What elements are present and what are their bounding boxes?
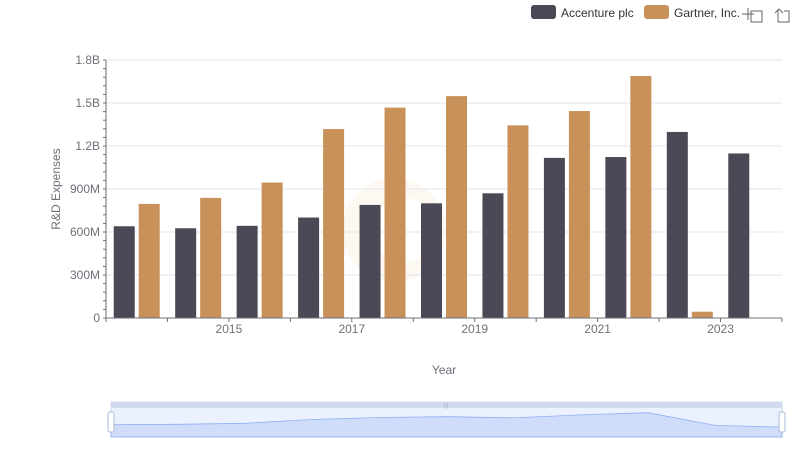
- axes: 0 300M 600M 900M 1.2B 1.5B 1.8B 2015 2017 2019 202…: [70, 53, 783, 336]
- bar-accenture-2022[interactable]: [605, 157, 627, 318]
- restore-icon[interactable]: [774, 8, 790, 23]
- legend: Accenture plc Gartner, Inc.: [531, 5, 740, 20]
- data-zoom-grip-icon: |||: [444, 403, 449, 409]
- bars: [113, 76, 750, 319]
- bar-accenture-2023[interactable]: [666, 131, 688, 318]
- legend-item-accenture[interactable]: Accenture plc: [531, 5, 634, 20]
- bar-gartner-2015[interactable]: [200, 197, 222, 318]
- zoom-icon[interactable]: [742, 8, 763, 23]
- bar-gartner-2017[interactable]: [323, 129, 345, 318]
- legend-swatch: [644, 5, 669, 19]
- bar-gartner-2019[interactable]: [446, 96, 467, 319]
- bar-accenture-2018[interactable]: [359, 204, 381, 318]
- bar-accenture-2016[interactable]: [236, 225, 258, 318]
- bar-gartner-2018[interactable]: [384, 107, 406, 318]
- x-tick-label: 2017: [338, 322, 365, 336]
- legend-label: Accenture plc: [561, 6, 634, 20]
- legend-item-gartner[interactable]: Gartner, Inc.: [644, 5, 740, 20]
- data-zoom-top-bar[interactable]: [111, 402, 782, 408]
- y-tick-label: 300M: [70, 268, 100, 282]
- bar-gartner-2020[interactable]: [507, 125, 529, 318]
- data-zoom-handle-left[interactable]: [107, 411, 115, 433]
- data-zoom-preview-area: [110, 412, 783, 438]
- y-tick-label: 900M: [70, 182, 100, 196]
- bar-gartner-2014[interactable]: [138, 203, 160, 318]
- y-tick-label: 1.2B: [75, 139, 100, 153]
- data-zoom-handle-right[interactable]: [778, 411, 786, 433]
- x-tick-label: 2023: [707, 322, 734, 336]
- y-tick-label: 1.5B: [75, 96, 100, 110]
- bar-gartner-2021[interactable]: [568, 111, 590, 318]
- y-tick-label: 600M: [70, 225, 100, 239]
- legend-swatch: [531, 5, 556, 19]
- bar-accenture-2017[interactable]: [298, 217, 320, 318]
- bar-accenture-2015[interactable]: [175, 228, 197, 318]
- bar-gartner-2023[interactable]: [691, 311, 713, 318]
- bar-accenture-2019[interactable]: [421, 203, 442, 318]
- y-tick-label: 0: [93, 311, 100, 325]
- data-zoom-selected-range: [111, 408, 782, 437]
- x-axis-title: Year: [432, 363, 456, 377]
- bar-accenture-2021[interactable]: [543, 157, 565, 318]
- x-tick-label: 2021: [584, 322, 611, 336]
- legend-label: Gartner, Inc.: [674, 6, 740, 20]
- bar-accenture-2014[interactable]: [113, 226, 135, 318]
- y-axis-title: R&D Expenses: [49, 148, 63, 229]
- bar-gartner-2022[interactable]: [630, 76, 652, 318]
- x-tick-label: 2015: [216, 322, 243, 336]
- x-tick-label: 2019: [461, 322, 488, 336]
- bar-accenture-2020[interactable]: [482, 193, 504, 318]
- bar-accenture-2024[interactable]: [728, 153, 750, 318]
- y-tick-label: 1.8B: [75, 53, 100, 67]
- bar-gartner-2016[interactable]: [261, 182, 283, 318]
- data-zoom-slider[interactable]: |||: [107, 401, 786, 438]
